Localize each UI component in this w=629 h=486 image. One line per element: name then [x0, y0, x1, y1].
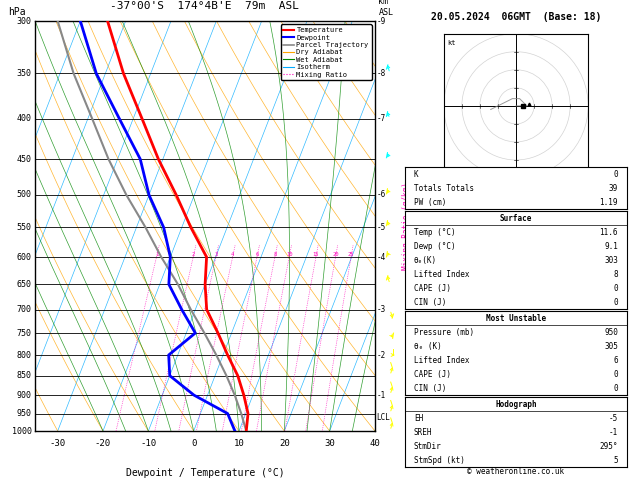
- Text: Temp (°C): Temp (°C): [414, 227, 455, 237]
- Text: 950: 950: [604, 328, 618, 336]
- Text: 650: 650: [16, 280, 31, 289]
- Text: StmSpd (kt): StmSpd (kt): [414, 455, 465, 465]
- Text: 20.05.2024  06GMT  (Base: 18): 20.05.2024 06GMT (Base: 18): [431, 12, 601, 22]
- Text: SREH: SREH: [414, 428, 432, 436]
- Text: StmDir: StmDir: [414, 441, 442, 451]
- Text: 0: 0: [613, 170, 618, 178]
- Text: 0: 0: [613, 369, 618, 379]
- Text: -7: -7: [377, 115, 386, 123]
- Text: 0: 0: [613, 283, 618, 293]
- Text: -37°00'S  174°4B'E  79m  ASL: -37°00'S 174°4B'E 79m ASL: [111, 1, 299, 11]
- Text: -5: -5: [377, 223, 386, 232]
- Text: 2: 2: [192, 252, 195, 257]
- Text: CAPE (J): CAPE (J): [414, 369, 451, 379]
- Text: 4: 4: [231, 252, 234, 257]
- Text: 25: 25: [348, 252, 354, 257]
- Text: -6: -6: [377, 191, 386, 199]
- Text: Totals Totals: Totals Totals: [414, 184, 474, 192]
- Text: 0: 0: [191, 439, 196, 448]
- Text: 950: 950: [16, 409, 31, 418]
- Text: -2: -2: [377, 350, 386, 360]
- Text: -8: -8: [377, 69, 386, 78]
- Text: 800: 800: [16, 350, 31, 360]
- Text: 10: 10: [233, 439, 245, 448]
- Text: 10: 10: [286, 252, 292, 257]
- Text: 0: 0: [613, 383, 618, 393]
- Text: θₑ (K): θₑ (K): [414, 342, 442, 350]
- Text: -9: -9: [377, 17, 386, 25]
- Text: 305: 305: [604, 342, 618, 350]
- Text: -20: -20: [95, 439, 111, 448]
- Text: K: K: [414, 170, 418, 178]
- Text: 6: 6: [613, 355, 618, 364]
- Text: 1000: 1000: [11, 427, 31, 435]
- Text: 39: 39: [609, 184, 618, 192]
- Text: -30: -30: [50, 439, 65, 448]
- Text: 303: 303: [604, 256, 618, 264]
- Text: -3: -3: [377, 305, 386, 314]
- Text: 500: 500: [16, 191, 31, 199]
- Text: CIN (J): CIN (J): [414, 297, 446, 307]
- Text: Lifted Index: Lifted Index: [414, 270, 469, 278]
- Text: 11.6: 11.6: [599, 227, 618, 237]
- Text: Hodograph: Hodograph: [495, 399, 537, 409]
- Text: CIN (J): CIN (J): [414, 383, 446, 393]
- Text: -4: -4: [377, 253, 386, 261]
- Text: θₑ(K): θₑ(K): [414, 256, 437, 264]
- Text: 40: 40: [370, 439, 381, 448]
- Text: CAPE (J): CAPE (J): [414, 283, 451, 293]
- Text: 750: 750: [16, 329, 31, 338]
- Text: 1: 1: [155, 252, 158, 257]
- Text: -1: -1: [609, 428, 618, 436]
- Text: © weatheronline.co.uk: © weatheronline.co.uk: [467, 468, 565, 476]
- Text: 1.19: 1.19: [599, 197, 618, 207]
- Text: 5: 5: [613, 455, 618, 465]
- Text: 350: 350: [16, 69, 31, 78]
- Text: -10: -10: [140, 439, 157, 448]
- Text: 700: 700: [16, 305, 31, 314]
- Text: 30: 30: [325, 439, 335, 448]
- Text: EH: EH: [414, 414, 423, 422]
- Text: 400: 400: [16, 115, 31, 123]
- Text: Surface: Surface: [500, 213, 532, 223]
- Text: -5: -5: [609, 414, 618, 422]
- Text: Pressure (mb): Pressure (mb): [414, 328, 474, 336]
- Text: 9.1: 9.1: [604, 242, 618, 250]
- Text: 295°: 295°: [599, 441, 618, 451]
- Text: 450: 450: [16, 155, 31, 164]
- Text: 6: 6: [255, 252, 259, 257]
- Text: PW (cm): PW (cm): [414, 197, 446, 207]
- Text: km
ASL: km ASL: [379, 0, 393, 17]
- Text: 550: 550: [16, 223, 31, 232]
- Text: 15: 15: [313, 252, 319, 257]
- Text: -1: -1: [377, 391, 386, 399]
- Text: Lifted Index: Lifted Index: [414, 355, 469, 364]
- Text: 850: 850: [16, 371, 31, 380]
- Text: Most Unstable: Most Unstable: [486, 313, 546, 323]
- Text: hPa: hPa: [8, 7, 25, 17]
- Text: 8: 8: [613, 270, 618, 278]
- Text: 20: 20: [279, 439, 290, 448]
- Text: kt: kt: [447, 39, 456, 46]
- Text: 3: 3: [214, 252, 218, 257]
- Text: Dewp (°C): Dewp (°C): [414, 242, 455, 250]
- Text: 300: 300: [16, 17, 31, 25]
- Text: 8: 8: [274, 252, 277, 257]
- Text: 600: 600: [16, 253, 31, 261]
- Text: Mixing Ratio (g/kg): Mixing Ratio (g/kg): [402, 182, 411, 270]
- Text: 0: 0: [613, 297, 618, 307]
- Text: 20: 20: [332, 252, 339, 257]
- Text: Dewpoint / Temperature (°C): Dewpoint / Temperature (°C): [126, 468, 284, 478]
- Text: LCL: LCL: [377, 413, 391, 421]
- Text: 900: 900: [16, 391, 31, 399]
- Legend: Temperature, Dewpoint, Parcel Trajectory, Dry Adiabat, Wet Adiabat, Isotherm, Mi: Temperature, Dewpoint, Parcel Trajectory…: [281, 24, 372, 80]
